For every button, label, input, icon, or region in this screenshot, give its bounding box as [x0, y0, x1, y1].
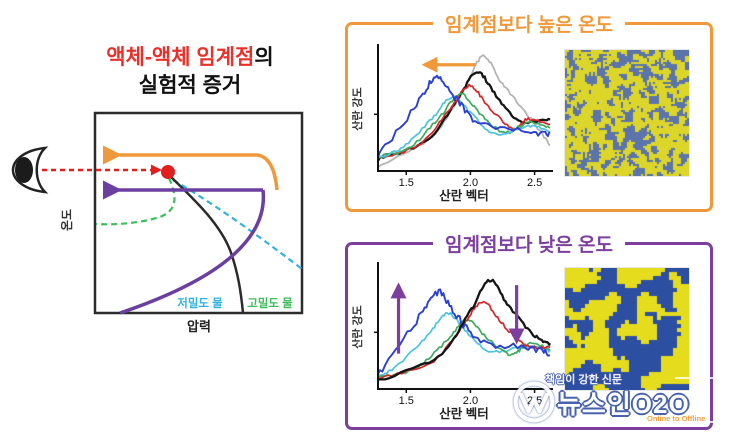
- phase-diagram: 저밀도 물 고밀도 물 압력 온도: [11, 111, 304, 334]
- pressure-axis-label: 압력: [187, 319, 211, 334]
- series-blue-lowest-T: [377, 74, 551, 158]
- speckle-image-above: [564, 49, 690, 177]
- x-tick-label: 2.0: [463, 395, 478, 407]
- main-title: 액체-액체 임계점의 실험적 증거: [45, 44, 335, 100]
- eye-icon: [11, 146, 49, 194]
- high-temp-isobar-arrow: [102, 145, 279, 191]
- panel-below-critical: 임계점보다 낮은 온도 1.5 2.0 2.5 산란 벡터 산란 강도: [345, 230, 713, 430]
- series-red: [377, 83, 551, 159]
- panel-above-title: 임계점보다 높은 온도: [433, 10, 625, 37]
- main-title-suffix: 의: [254, 46, 274, 69]
- temperature-axis-label: 온도: [59, 209, 74, 231]
- scattering-chart-below: 1.5 2.0 2.5 산란 벡터 산란 강도: [352, 262, 553, 421]
- diagram-frame: [93, 111, 304, 315]
- series-blue-lowest-T: [377, 288, 551, 375]
- legend-high-density-water: 고밀도 물: [247, 297, 293, 310]
- low-temp-curve: [119, 189, 266, 315]
- main-title-highlight: 액체-액체 임계점: [106, 46, 255, 69]
- chart-ylabel: 산란 강도: [352, 305, 364, 349]
- x-tick-label: 1.5: [399, 395, 414, 407]
- x-tick-label: 2.0: [463, 177, 478, 189]
- chart-axes: [377, 44, 553, 172]
- x-tick-label: 2.5: [527, 177, 542, 189]
- main-title-line1: 액체-액체 임계점의: [45, 44, 335, 72]
- chart-xlabel: 산란 벡터: [439, 188, 488, 203]
- series-black: [377, 278, 552, 381]
- chart-axes: [377, 262, 553, 390]
- series-black: [377, 71, 551, 162]
- chart-ylabel: 산란 강도: [352, 87, 364, 131]
- x-tick-label: 2.5: [527, 395, 542, 407]
- legend-low-density-water: 저밀도 물: [177, 296, 223, 310]
- series-red: [377, 300, 550, 381]
- scattering-chart-above: 1.5 2.0 2.5 산란 벡터 산란 강도: [352, 44, 553, 203]
- panel-below-title: 임계점보다 낮은 온도: [433, 230, 625, 257]
- lda-spinodal-line: [172, 179, 303, 270]
- x-tick-label: 1.5: [399, 177, 414, 189]
- critical-point-dot: [161, 165, 175, 179]
- speckle-image-below: [564, 267, 690, 391]
- panel-above-critical: 임계점보다 높은 온도 1.5 2.0 2.5 산란 벡터 산란 강도: [345, 10, 713, 212]
- chart-xlabel: 산란 벡터: [439, 406, 488, 421]
- main-title-line2: 실험적 증거: [138, 74, 242, 97]
- series-green: [377, 92, 551, 159]
